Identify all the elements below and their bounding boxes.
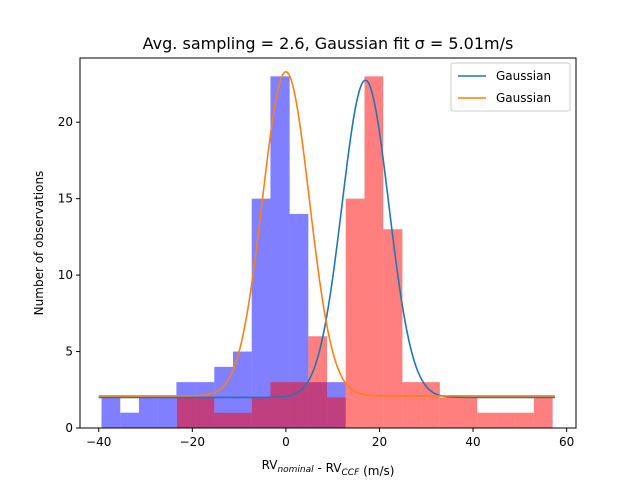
histogram-1-bar-3 — [233, 412, 252, 428]
legend: Gaussian Gaussian — [450, 62, 571, 112]
histogram-1-bar-15 — [458, 397, 478, 428]
gaussian-curves — [98, 70, 555, 399]
histogram-1-bar-14 — [439, 397, 459, 428]
x-axis-label-part: nominal — [277, 465, 314, 475]
x-tick-label: 60 — [559, 435, 574, 449]
histogram-1-bar-0 — [176, 397, 196, 428]
histogram-1-bar-10 — [364, 76, 384, 428]
plot-area: −40 −20 0 20 40 60 0 5 10 15 20 — [58, 57, 577, 449]
x-tick-label: 20 — [372, 435, 387, 449]
histogram-1-bar-18 — [515, 412, 534, 428]
histogram-0-bar-10 — [289, 213, 309, 428]
gaussian-curve-0 — [98, 79, 555, 399]
histogram-1-bar-6 — [289, 382, 309, 428]
x-tick-label: 40 — [465, 435, 480, 449]
x-axis-label-part: - RV — [314, 461, 343, 475]
histogram-0-bar-1 — [120, 412, 139, 428]
histogram-1-bar-8 — [327, 397, 346, 428]
gaussian-curve-1 — [98, 70, 555, 397]
x-axis-label-part: (m/s) — [359, 464, 394, 478]
histogram-1-bar-2 — [214, 412, 234, 428]
x-axis-ticks: −40 −20 0 20 40 60 — [86, 428, 574, 449]
y-axis-label: Number of observations — [32, 171, 46, 316]
y-axis-ticks: 0 5 10 15 20 — [58, 115, 80, 435]
histogram-1-bar-4 — [251, 397, 271, 428]
y-tick-label: 0 — [65, 421, 73, 435]
histogram-1-bar-1 — [195, 397, 215, 428]
histogram-1-bar-12 — [402, 382, 422, 428]
legend-label-1: Gaussian — [496, 91, 551, 105]
y-tick-label: 15 — [58, 192, 73, 206]
x-axis-label-part: RV — [262, 458, 279, 472]
histogram-0-bar-0 — [101, 397, 121, 428]
y-tick-label: 5 — [65, 345, 73, 359]
histogram-1-bar-9 — [345, 198, 365, 428]
x-tick-label: −40 — [86, 435, 111, 449]
histogram-1-bar-13 — [421, 382, 440, 428]
x-axis-label: RVnominal - RVCCF (m/s) — [262, 458, 395, 478]
x-tick-label: 0 — [282, 435, 290, 449]
histogram-1-bar-17 — [496, 412, 516, 428]
histogram-1-bar-5 — [270, 382, 290, 428]
y-tick-label: 20 — [58, 115, 73, 129]
histogram-bars — [101, 76, 553, 428]
histogram-1-bar-11 — [383, 229, 403, 428]
x-axis-label-part: CCF — [342, 468, 361, 478]
histogram-0-bar-3 — [157, 397, 177, 428]
histogram-1-bar-16 — [477, 412, 497, 428]
legend-box — [450, 62, 571, 112]
histogram-0-bar-7 — [233, 351, 252, 428]
x-tick-label: −20 — [180, 435, 205, 449]
y-tick-label: 10 — [58, 268, 73, 282]
histogram-0-bar-9 — [270, 76, 290, 428]
histogram-1-bar-19 — [533, 397, 553, 428]
axes-frame — [79, 57, 577, 429]
histogram-0-bar-2 — [138, 397, 158, 428]
legend-label-0: Gaussian — [496, 69, 551, 83]
chart-title: Avg. sampling = 2.6, Gaussian fit σ = 5.… — [143, 34, 514, 53]
histogram-1-bar-7 — [308, 336, 328, 428]
histogram-0-bar-8 — [251, 198, 271, 428]
